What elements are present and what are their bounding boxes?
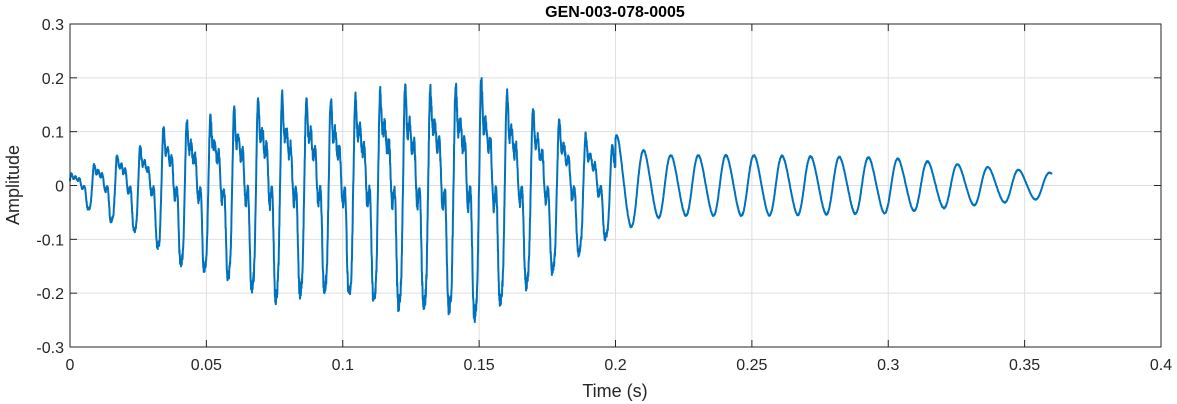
y-tick-label: -0.3 <box>36 340 64 357</box>
x-tick-label: 0.3 <box>877 357 899 374</box>
x-tick-labels: 0 0.05 0.1 0.15 0.2 0.25 0.3 0.35 0.4 <box>66 357 1173 374</box>
tick-marks <box>69 23 1162 348</box>
y-tick-label: 0.3 <box>42 17 64 34</box>
x-tick-label: 0.2 <box>604 357 626 374</box>
amplitude-series-line <box>69 76 1053 323</box>
y-tick-label: -0.2 <box>36 286 64 303</box>
x-tick-label: 0.35 <box>1009 357 1040 374</box>
x-tick-label: 0.1 <box>332 357 354 374</box>
series-group <box>69 76 1053 323</box>
y-tick-label: 0.1 <box>42 125 64 142</box>
y-axis-label: Amplitude <box>3 145 23 225</box>
y-tick-labels: -0.3 -0.2 -0.1 0 0.1 0.2 0.3 <box>36 17 64 357</box>
y-tick-label: 0.2 <box>42 71 64 88</box>
x-tick-label: 0.25 <box>736 357 767 374</box>
x-tick-label: 0 <box>66 357 75 374</box>
x-tick-label: 0.05 <box>191 357 222 374</box>
x-tick-label: 0.4 <box>1150 357 1172 374</box>
y-tick-label: -0.1 <box>36 232 64 249</box>
x-tick-label: 0.15 <box>464 357 495 374</box>
y-tick-label: 0 <box>55 179 64 196</box>
x-axis-label: Time (s) <box>582 381 647 401</box>
chart-title: GEN-003-078-0005 <box>545 4 685 21</box>
